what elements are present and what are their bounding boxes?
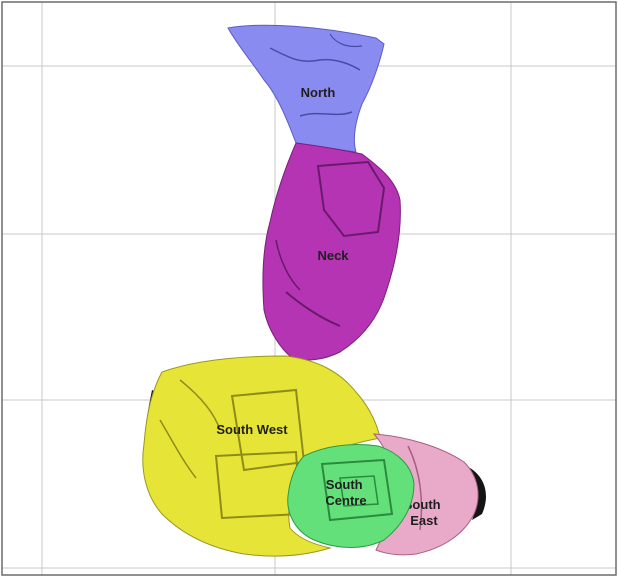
region-neck-shape (262, 142, 401, 361)
label-south-centre-line-2: Centre (325, 493, 366, 508)
sw-contour-2 (179, 379, 221, 431)
label-north-line-1: North (301, 85, 336, 100)
neck-contour-2 (275, 239, 301, 291)
label-south-centre-line-1: South (326, 477, 363, 492)
north-contour-1 (269, 47, 361, 71)
north-contour-3 (329, 33, 363, 48)
north-contour-2 (299, 111, 353, 117)
region-north-shape (227, 24, 385, 153)
se-contour-1 (407, 445, 423, 531)
neck-contour-1 (285, 291, 341, 327)
region-neck[interactable]: Neck (262, 142, 401, 361)
label-south-west-line-1: South West (216, 422, 288, 437)
sw-contour-1 (159, 419, 197, 479)
label-south-east-line-1: South (404, 497, 441, 512)
sc-earthwork-1 (320, 458, 394, 522)
region-south-west-shape (142, 355, 381, 557)
label-north: North (301, 85, 336, 100)
label-south-centre: South Centre (325, 477, 366, 508)
region-south-centre-shape (287, 443, 415, 548)
neck-earthwork-1 (316, 160, 386, 238)
sc-earthwork-2 (339, 475, 379, 507)
label-south-east-line-2: East (410, 513, 438, 528)
region-south-centre[interactable]: South Centre (287, 443, 415, 548)
label-neck-line-1: Neck (317, 248, 349, 263)
region-north[interactable]: North (227, 24, 385, 153)
label-south-west: South West (216, 422, 288, 437)
shadow-east-edge (466, 468, 486, 520)
label-neck: Neck (317, 248, 349, 263)
label-south-east: South East (404, 497, 444, 528)
